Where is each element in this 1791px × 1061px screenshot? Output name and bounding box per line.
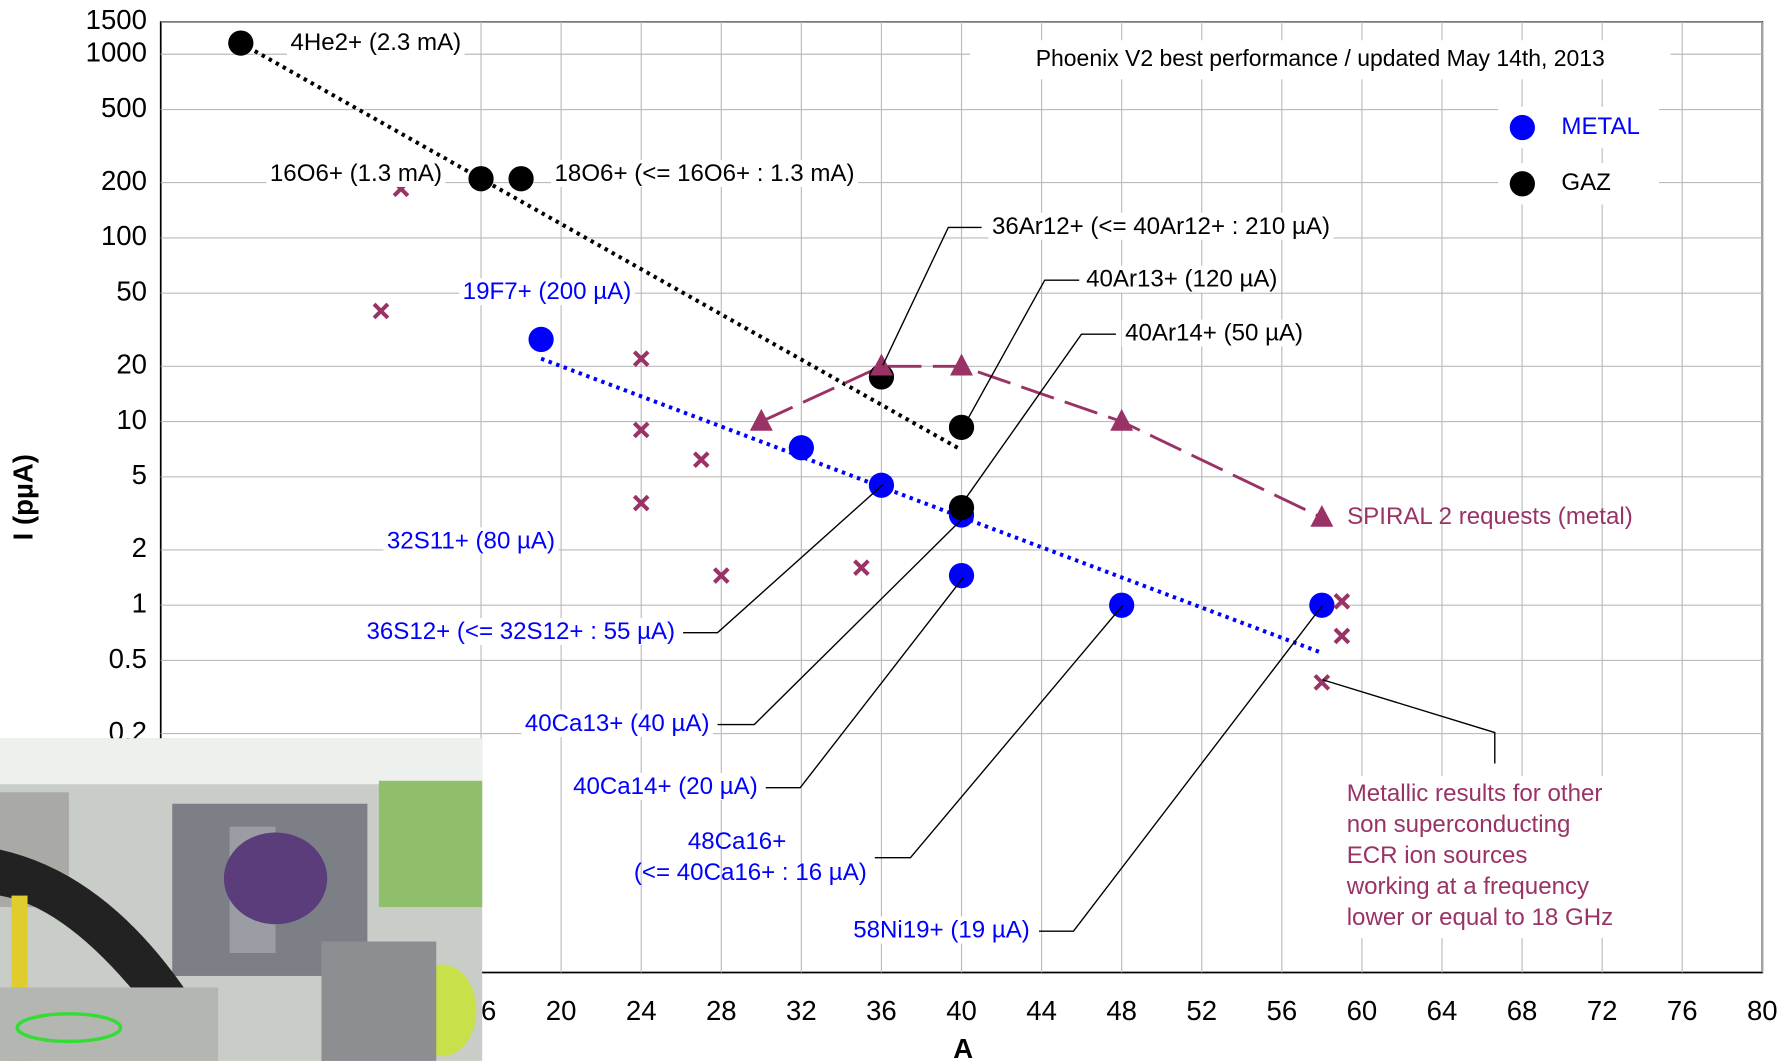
- point: [528, 327, 553, 352]
- annotation: lower or equal to 18 GHz: [1347, 904, 1614, 931]
- annotation: 19F7+ (200 µA): [463, 278, 632, 305]
- y-tick-label: 10: [116, 404, 147, 435]
- annotation: 58Ni19+ (19 µA): [853, 917, 1030, 944]
- point: [949, 415, 974, 440]
- y-tick-label: 500: [101, 92, 147, 123]
- annotation: 36Ar12+ (<= 40Ar12+ : 210 µA): [992, 213, 1330, 240]
- x-tick-label: 60: [1347, 995, 1378, 1026]
- y-tick-label: 2: [132, 532, 147, 563]
- x-tick-label: 56: [1267, 995, 1298, 1026]
- annotation: 40Ca13+ (40 µA): [525, 710, 710, 737]
- y-tick-label: 50: [116, 275, 147, 306]
- legend-label: METAL: [1561, 113, 1640, 140]
- x-tick-label: 44: [1026, 995, 1057, 1026]
- x-tick-label: 40: [946, 995, 977, 1026]
- annotation: ECR ion sources: [1347, 842, 1528, 869]
- y-tick-label: 1500: [86, 4, 147, 35]
- annotation: 40Ar13+ (120 µA): [1086, 266, 1277, 293]
- x-axis-label: A: [953, 1033, 973, 1061]
- y-tick-label: 100: [101, 220, 147, 251]
- x-tick-label: 76: [1667, 995, 1698, 1026]
- annotation: (<= 40Ca16+ : 16 µA): [634, 859, 867, 886]
- y-tick-label: 5: [132, 459, 147, 490]
- x-tick-label: 68: [1507, 995, 1538, 1026]
- x-tick-label: 52: [1186, 995, 1217, 1026]
- photo: [0, 738, 482, 1061]
- y-tick-label: 1: [132, 587, 147, 618]
- annotation: non superconducting: [1347, 811, 1571, 838]
- y-tick-label: 20: [116, 349, 147, 380]
- point: [468, 166, 493, 191]
- annotation: Metallic results for other: [1347, 780, 1603, 807]
- x-tick-label: 36: [866, 995, 897, 1026]
- x-tick-label: 64: [1427, 995, 1458, 1026]
- point: [949, 495, 974, 520]
- series-label: SPIRAL 2 requests (metal): [1347, 503, 1633, 530]
- annotation: 40Ca14+ (20 µA): [573, 773, 758, 800]
- chart: 150010005002001005020105210.50.216202428…: [0, 0, 1791, 1061]
- annotation: 36S12+ (<= 32S12+ : 55 µA): [366, 618, 675, 645]
- point: [508, 166, 533, 191]
- y-axis-label: I (pµA): [8, 454, 39, 540]
- page: {"chart_data": { "type": "scatter", "tit…: [0, 0, 1791, 1061]
- legend-marker: [1510, 115, 1535, 140]
- x-tick-label: 80: [1747, 995, 1778, 1026]
- x-tick-label: 28: [706, 995, 737, 1026]
- point: [789, 435, 814, 460]
- point: [228, 30, 253, 55]
- annotation: 32S11+ (80 µA): [387, 527, 555, 554]
- x-tick-label: 48: [1106, 995, 1137, 1026]
- annotation: working at a frequency: [1346, 873, 1589, 900]
- y-tick-label: 200: [101, 165, 147, 196]
- point: [1109, 593, 1134, 618]
- y-tick-label: 1000: [86, 37, 147, 68]
- x-tick-label: 72: [1587, 995, 1618, 1026]
- legend-marker: [1510, 171, 1535, 196]
- x-tick-label: 32: [786, 995, 817, 1026]
- legend-label: GAZ: [1561, 169, 1611, 196]
- x-tick-label: 24: [626, 995, 657, 1026]
- point: [949, 563, 974, 588]
- annotation: 4He2+ (2.3 mA): [290, 29, 461, 56]
- chart-title: Phoenix V2 best performance / updated Ma…: [1036, 45, 1605, 71]
- x-tick-label: 20: [546, 995, 577, 1026]
- annotation: 18O6+ (<= 16O6+ : 1.3 mA): [555, 160, 855, 187]
- annotation: 16O6+ (1.3 mA): [270, 160, 442, 187]
- annotation: 40Ar14+ (50 µA): [1125, 320, 1303, 347]
- annotation: 48Ca16+: [688, 828, 786, 855]
- y-tick-label: 0.5: [109, 643, 147, 674]
